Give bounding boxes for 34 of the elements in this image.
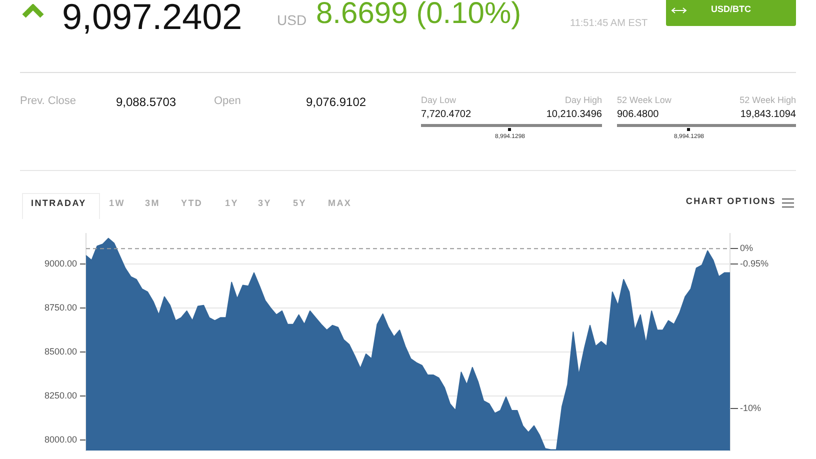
text: 5Y — [293, 198, 306, 208]
text: CHART OPTIONS — [686, 196, 776, 206]
text: USD — [277, 12, 307, 28]
text: USD/BTC — [711, 4, 751, 14]
text: 3M — [145, 198, 160, 208]
text: 52 Week Low — [617, 95, 672, 105]
text: 52 Week High — [740, 95, 796, 105]
text: 906.4800 — [617, 109, 659, 120]
text: 7,720.4702 — [421, 109, 472, 120]
y-tick-label: 9000.00 — [44, 258, 77, 269]
text: Open — [214, 95, 241, 107]
y2-tick-label: 0% — [740, 243, 754, 254]
y-tick-label: 8250.00 — [44, 390, 77, 401]
y-tick-label: 8750.00 — [44, 302, 77, 313]
text: Day Low — [421, 95, 456, 105]
y-tick-label: 8500.00 — [44, 346, 77, 357]
text: 11:51:45 AM EST — [570, 18, 648, 29]
text: 9,076.9102 — [306, 95, 366, 109]
text: Prev. Close — [20, 95, 76, 107]
text: 8.6699 (0.10%) — [316, 0, 522, 30]
text: 19,843.1094 — [740, 109, 796, 120]
text: Day High — [564, 95, 602, 105]
text: MAX — [328, 198, 352, 208]
text: 3Y — [258, 198, 272, 208]
y2-tick-label: -10% — [740, 402, 762, 413]
text: 10,210.3496 — [546, 109, 602, 120]
text: 9,088.5703 — [116, 95, 176, 109]
text: INTRADAY — [31, 198, 86, 208]
text: 9,097.2402 — [62, 0, 242, 37]
text: YTD — [181, 198, 203, 208]
y-tick-label: 8000.00 — [44, 434, 77, 445]
text: 1W — [109, 198, 125, 208]
y2-tick-label: -0.95% — [740, 258, 769, 268]
text: 1Y — [225, 198, 238, 208]
